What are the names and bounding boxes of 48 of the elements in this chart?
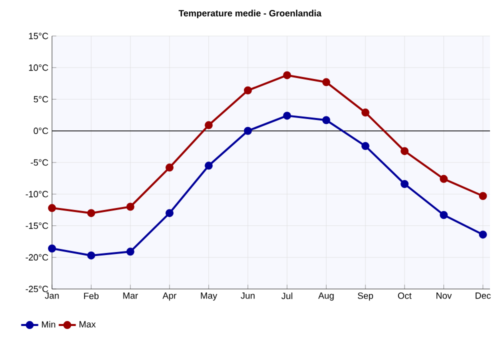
x-tick-label: Sep xyxy=(358,292,374,301)
x-tick-label: Jun xyxy=(240,292,255,299)
point xyxy=(244,86,252,94)
x-tick-label: Apr xyxy=(162,292,176,301)
x-tick-label: May xyxy=(200,292,218,301)
point xyxy=(478,192,487,200)
x-tick-label: Jul xyxy=(281,292,292,300)
y-tick-label: -10°C xyxy=(26,190,48,198)
legend-label: Min xyxy=(42,321,56,328)
x-tick-label: Jan xyxy=(44,292,59,299)
chart-title: Temperature medie - Groenlandia xyxy=(178,10,322,18)
point xyxy=(166,209,174,218)
y-tick-label: -25°C xyxy=(26,286,48,292)
point xyxy=(400,147,409,156)
y-tick-label: 15°C xyxy=(29,32,48,40)
point xyxy=(322,78,330,86)
point xyxy=(48,244,56,253)
point xyxy=(283,112,292,120)
point xyxy=(283,71,292,80)
point xyxy=(361,108,370,117)
point xyxy=(244,126,252,135)
point xyxy=(87,209,96,218)
x-tick-label: Aug xyxy=(318,292,334,301)
y-tick-label: 0°C xyxy=(34,128,48,134)
x-tick-label: Mar xyxy=(123,292,138,299)
x-tick-label: Dec xyxy=(476,292,491,299)
point xyxy=(478,230,487,239)
point xyxy=(48,204,56,212)
x-tick-label: Oct xyxy=(398,292,412,299)
x-tick-label: Nov xyxy=(436,292,452,299)
point xyxy=(126,202,134,211)
point xyxy=(400,180,409,188)
y-tick-label: 10°C xyxy=(29,64,48,71)
y-tick-label: -20°C xyxy=(26,254,48,261)
legend-label: Max xyxy=(80,321,96,328)
y-tick-label: 5°C xyxy=(34,96,48,102)
y-tick-label: -15°C xyxy=(26,222,48,229)
point xyxy=(440,210,448,219)
point xyxy=(322,116,330,124)
y-tick-label: -5°C xyxy=(30,159,48,166)
point xyxy=(204,162,213,170)
point xyxy=(87,251,96,260)
point xyxy=(204,121,213,130)
point xyxy=(126,248,134,256)
x-tick-label: Feb xyxy=(84,292,99,300)
point xyxy=(166,164,174,172)
point xyxy=(440,174,448,183)
point xyxy=(361,142,370,150)
